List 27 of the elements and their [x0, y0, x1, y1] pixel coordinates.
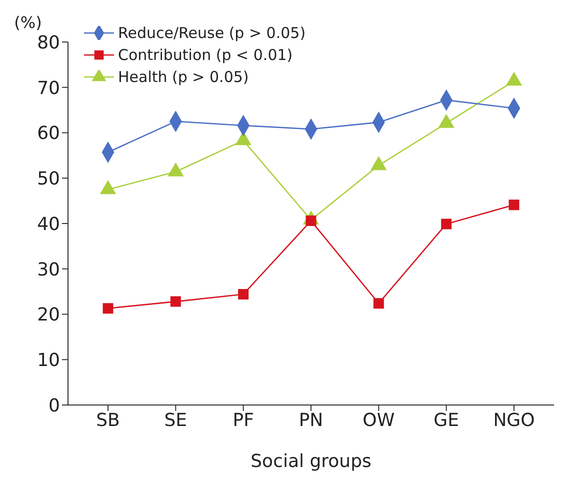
- point: [170, 296, 181, 307]
- x-tick-label: SB: [96, 410, 120, 431]
- legend-label: Reduce/Reuse (p > 0.05): [118, 23, 306, 44]
- y-tick-label: 0: [48, 395, 60, 416]
- point: [238, 289, 249, 300]
- x-tick-label: PF: [232, 410, 254, 431]
- legend-label: Contribution (p < 0.01): [118, 45, 293, 66]
- x-tick-label: OW: [362, 410, 395, 431]
- y-axis-title: (%): [14, 13, 42, 32]
- x-tick-label: SE: [164, 410, 188, 431]
- y-tick-label: 70: [37, 78, 60, 99]
- y-tick-label: 80: [37, 32, 60, 54]
- y-tick-label: 20: [37, 304, 60, 326]
- y-tick-label: 10: [37, 350, 60, 372]
- x-axis-title: Social groups: [250, 451, 372, 472]
- y-tick-label: 40: [37, 214, 60, 235]
- legend-label: Health (p > 0.05): [118, 67, 249, 88]
- y-tick-label: 50: [37, 168, 60, 190]
- point: [441, 218, 452, 230]
- y-tick-label: 60: [37, 123, 60, 144]
- x-tick-label: GE: [434, 410, 459, 431]
- x-tick-label: NGO: [493, 410, 535, 431]
- point: [102, 303, 114, 314]
- point: [373, 298, 384, 309]
- y-tick-label: 30: [37, 259, 60, 280]
- point: [508, 200, 520, 210]
- x-tick-label: PN: [298, 410, 324, 431]
